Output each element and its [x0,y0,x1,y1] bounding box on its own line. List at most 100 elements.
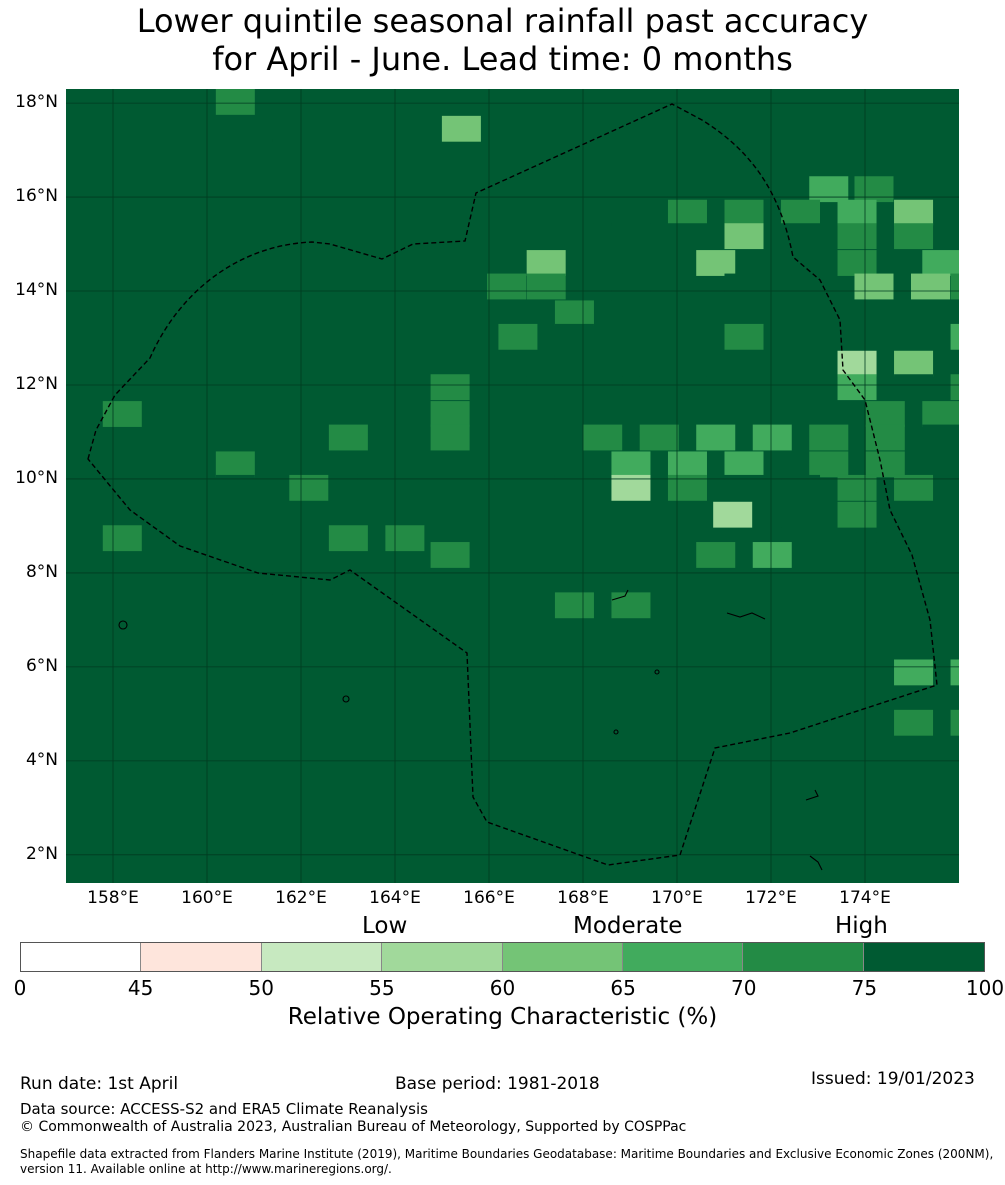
colorbar-segment [622,943,744,971]
accuracy-cell [611,501,651,528]
shapefile-credit: Shapefile data extracted from Flanders M… [20,1147,994,1176]
accuracy-cell [498,323,538,350]
accuracy-cell [611,350,651,377]
accuracy-cell [385,592,425,619]
accuracy-cell [950,323,959,350]
accuracy-cell [430,374,470,401]
accuracy-cell [865,323,905,350]
accuracy-cell [498,350,538,377]
accuracy-cell [837,223,877,250]
accuracy-cell [554,223,594,250]
colorbar-segment [743,943,864,971]
accuracy-cell [781,223,821,250]
accuracy-cell [894,659,934,686]
accuracy-cell [894,709,934,736]
accuracy-cell [430,424,470,451]
accuracy-cell [159,451,199,478]
accuracy-cell [102,401,142,427]
accuracy-cell [922,424,959,451]
colorbar [20,942,985,972]
colorbar-segment [261,943,383,971]
island-outline [809,855,823,871]
accuracy-cell [328,424,368,451]
accuracy-cell [696,542,736,568]
longitude-tick-label: 172°E [745,888,797,908]
latitude-tick-label: 6°N [25,655,58,676]
accuracy-cell [272,115,312,142]
accuracy-cell [611,300,651,327]
accuracy-cell [441,451,481,478]
category-label-low: Low [362,913,408,939]
accuracy-cell [724,199,764,226]
colorbar-segment [502,943,623,971]
colorbar-segment [21,943,142,971]
latitude-tick-label: 8°N [25,561,58,582]
accuracy-cell [611,199,651,226]
accuracy-cell [430,542,470,568]
accuracy-cell [837,250,877,276]
colorbar-tick-label: 75 [851,976,878,1000]
colorbar-tick-label: 45 [127,976,154,1000]
accuracy-cell [837,686,877,713]
accuracy-cell [639,374,679,401]
colorbar-tick-label: 70 [731,976,757,1000]
accuracy-cell [837,542,877,568]
accuracy-cell [526,273,566,300]
accuracy-cell [667,451,707,478]
accuracy-cell [781,199,821,226]
accuracy-cell [911,273,951,300]
accuracy-cell [894,501,934,528]
accuracy-cell [950,501,959,528]
colorbar-tick-label: 65 [610,976,636,1000]
colorbar-tick-label: 50 [248,976,274,1000]
longitude-tick-label: 158°E [87,888,139,908]
accuracy-cell [837,659,877,686]
colorbar-tick-label: 100 [965,976,1005,1000]
accuracy-cell [752,424,792,451]
accuracy-cell [865,451,905,478]
accuracy-cell [611,451,651,478]
accuracy-cell [854,176,894,203]
latitude-tick-label: 12°N [15,373,58,394]
accuracy-cell [554,451,594,478]
accuracy-map [66,89,959,883]
accuracy-cell [781,501,821,528]
accuracy-cell [526,250,566,276]
colorbar-segment [863,943,984,971]
island-outline [654,669,660,675]
accuracy-cell [854,273,894,300]
accuracy-cell [837,501,877,528]
graticule [66,89,959,883]
accuracy-cell [752,625,792,652]
island-outline [118,620,128,630]
longitude-tick-label: 160°E [181,888,233,908]
category-label-high: High [835,913,888,939]
accuracy-cell [724,223,764,250]
longitude-tick-label: 170°E [651,888,703,908]
accuracy-cell [430,401,470,427]
accuracy-cell [809,451,849,478]
accuracy-cell [894,199,934,226]
accuracy-cell [724,323,764,350]
longitude-tick-label: 174°E [839,888,891,908]
accuracy-cell [583,250,623,276]
accuracy-cell [554,350,594,377]
accuracy-cell [752,542,792,568]
accuracy-cell [357,451,397,478]
accuracy-cell [441,350,481,377]
accuracy-cell [950,709,959,736]
category-label-moderate: Moderate [573,913,683,939]
accuracy-cell [894,374,934,401]
run-date: Run date: 1st April [20,1074,179,1094]
accuracy-cell [724,451,764,478]
accuracy-cell [696,250,736,276]
colorbar-segment [141,943,262,971]
accuracy-cell [667,199,707,226]
accuracy-cell [300,451,340,478]
accuracy-cell [667,176,707,203]
accuracy-cell [713,501,753,528]
accuracy-cell [667,350,707,377]
accuracy-cell [809,424,849,451]
accuracy-cell [894,542,934,568]
accuracy-cell [554,501,594,528]
